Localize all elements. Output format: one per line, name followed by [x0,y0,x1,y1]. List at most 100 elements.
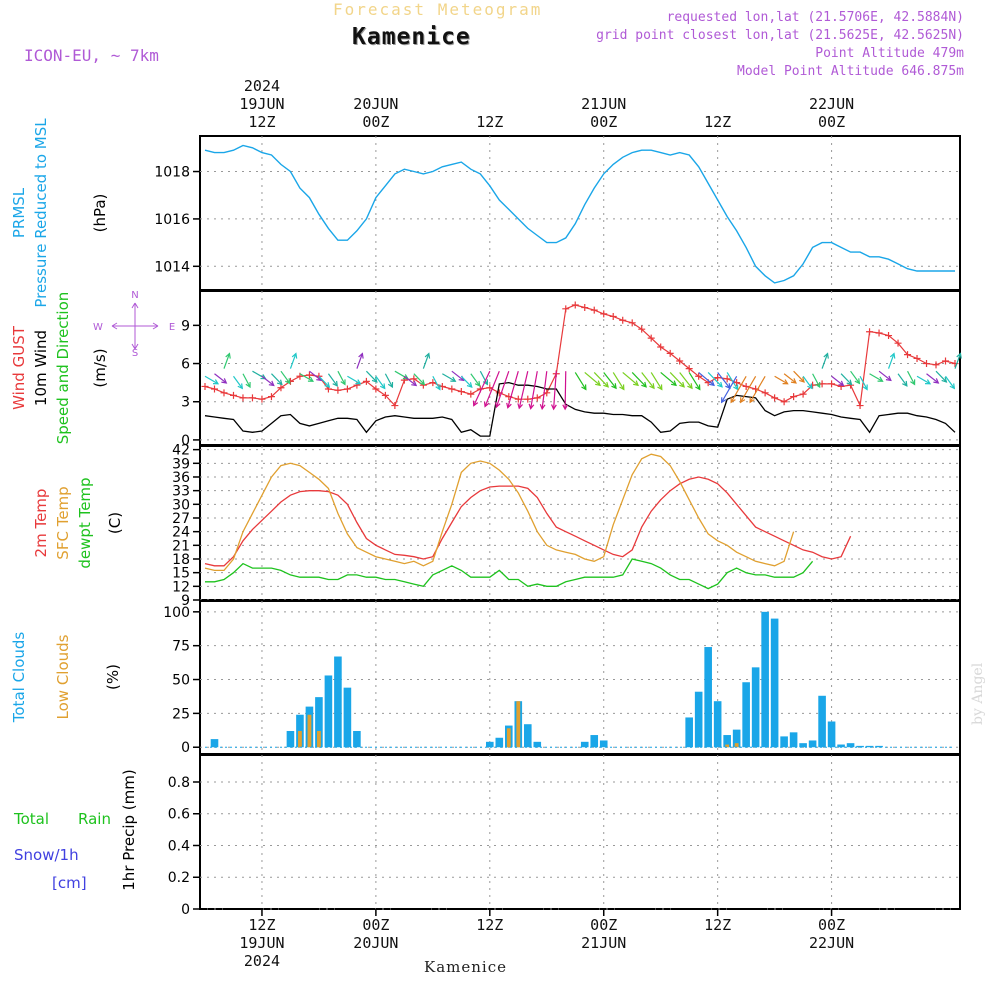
gust-marker [590,306,598,314]
total-cloud-bar [827,721,836,748]
precip-label-cm: [cm] [52,874,87,892]
wind-arrow-head [695,384,701,391]
wind-arrow [356,353,363,369]
wind-arrow [887,353,895,369]
time-label-bottom: 00Z [818,916,845,934]
wind-arrow [707,372,723,388]
gust-marker [372,385,380,393]
total-cloud-bar [789,732,798,748]
precip-label-snow: Snow/1h [14,846,79,864]
wind-arrow [730,375,747,403]
wind-arrow-head [854,378,861,385]
compass-s: S [132,348,138,359]
total-cloud-bar [353,730,361,748]
gridpoint-coords: grid point closest lon,lat (21.5625E, 42… [596,28,964,43]
y-tick-label: 50 [172,673,190,689]
requested-coords: requested lon,lat (21.5706E, 42.5884N) [666,10,964,25]
y-tick-label: 12 [172,579,190,595]
wind-arrow [451,370,465,381]
temp-label-dewpt: dewpt Temp [76,477,94,568]
y-tick-label: 27 [172,511,190,527]
temp-line-dewpt [205,558,814,590]
time-label-bottom: 00Z [590,916,617,934]
gust-marker [220,389,228,397]
y-tick-label: 1018 [154,165,190,181]
time-label-bottom: 12Z [248,916,275,934]
gust-marker [448,385,456,393]
wind-arrow-head [949,383,956,390]
wind-arrow-head [838,380,845,387]
time-label-top: 00Z [590,113,617,131]
wind-arrow-head [823,352,829,359]
wind-arrow-head [815,381,821,389]
wind-arrow-head [371,376,378,383]
total-cloud-bar [865,745,874,748]
wind-arrow-head [307,376,315,382]
wind-arrow-head [925,379,932,385]
time-label-top: 12Z [704,113,731,131]
total-cloud-bar [751,667,760,748]
wind-arrow-head [885,375,892,382]
precip-label-total: Total [13,810,49,828]
wind-arrow-head [877,376,884,382]
wind-arrow [926,373,939,384]
wind-arrow [802,375,813,389]
wind-arrow [541,371,548,409]
wind-arrow [473,370,491,406]
total-cloud-bar [713,701,722,748]
wind-arrow-head [956,352,962,359]
wind-arrow [460,375,473,388]
total-cloud-bar [685,717,693,748]
wind-arrow-head [619,384,625,391]
wind-arrow [422,353,430,369]
gust-marker [600,310,608,318]
wind-arrow-head [291,352,298,359]
gust-marker [913,354,921,362]
wind-unit: (m/s) [91,348,109,387]
wind-arrow-head [212,379,220,385]
gust-marker [381,391,389,399]
wind-arrow-head [221,378,228,384]
clouds-label-total: Total Clouds [10,632,28,724]
gust-marker [609,312,617,320]
wind-arrow [717,372,731,389]
compass-w: W [93,322,103,333]
gust-marker [761,389,769,397]
wind-arrow [530,371,538,409]
wind-arrow-head [245,381,251,389]
y-tick-label: 9 [181,593,190,609]
wind-arrow [280,370,291,384]
wind-arrow [261,375,275,386]
precip-unit: 1hr Precip (mm) [120,769,138,890]
y-tick-label: 1014 [154,259,190,275]
wind-arrow [375,375,386,389]
y-tick-label: 0 [181,433,190,449]
wind-arrow-head [284,378,291,385]
wind-arrow-head [550,404,557,411]
y-tick-label: 0.2 [168,870,190,886]
gust-marker [923,360,931,368]
total-cloud-bar [837,744,845,748]
gust-marker [514,395,522,403]
panel-frame-precip [199,754,961,910]
y-tick-label: 0.8 [168,775,190,791]
gust-marker [685,365,693,373]
wind-arrow [688,372,701,390]
wind-arrow [484,370,500,407]
point-altitude: Point Altitude 479m [815,46,964,61]
y-tick-label: 6 [181,357,190,373]
wind-label-gust: Wind GUST [10,325,28,410]
wind-arrow [232,375,243,389]
gust-marker [828,380,836,388]
low-cloud-bar [734,743,739,748]
wind-arrow [650,372,663,390]
y-tick-label: 0.4 [168,838,190,854]
location-title: Kamenice [352,24,471,50]
wind-arrow [271,373,283,385]
wind-arrow [721,375,738,403]
wind-arrow-head [657,384,663,391]
wind-arrow-head [782,379,789,385]
time-label-top: 00Z [818,113,845,131]
gust-marker [676,357,684,365]
total-cloud-bar [770,618,779,748]
